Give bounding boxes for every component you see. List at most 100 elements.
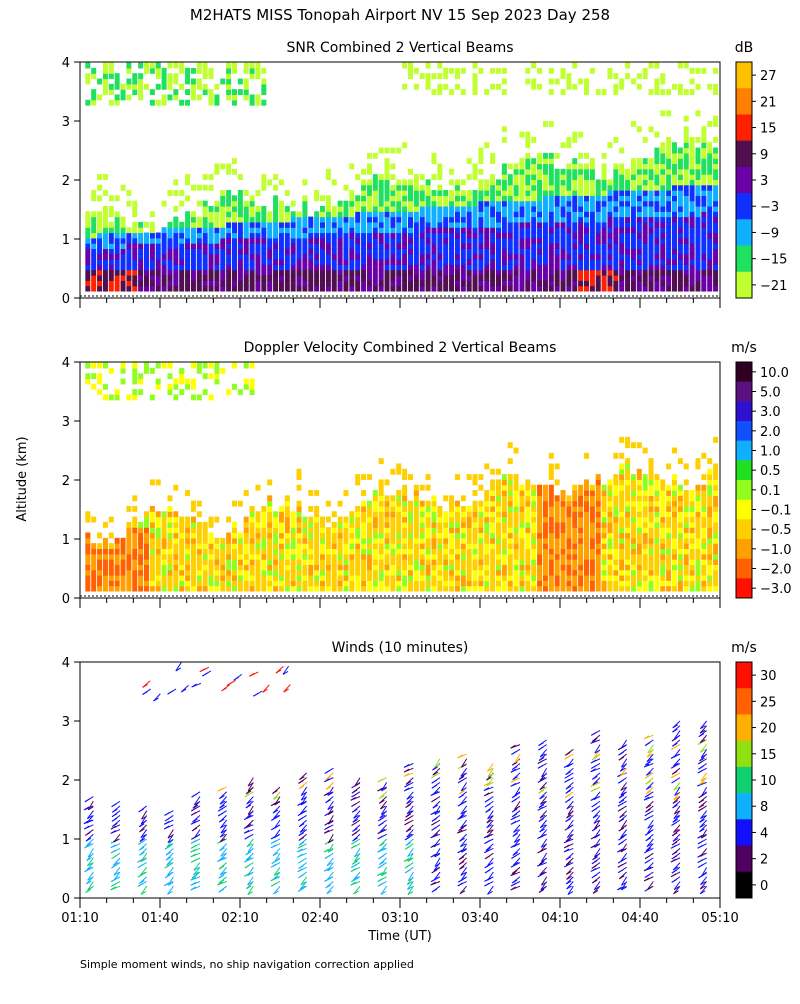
doppler-cell: [619, 517, 624, 523]
doppler-cell: [690, 554, 695, 560]
snr-cell: [197, 201, 202, 207]
snr-cell: [654, 148, 659, 154]
doppler-cell: [373, 570, 378, 576]
snr-cell: [631, 233, 636, 239]
snr-cell: [150, 248, 155, 254]
doppler-cell: [103, 580, 108, 586]
snr-cell: [85, 243, 90, 249]
doppler-cell: [191, 570, 196, 576]
snr-cell: [414, 179, 419, 185]
snr-cell: [514, 286, 519, 292]
snr-cell: [273, 243, 278, 249]
doppler-cell: [443, 522, 448, 528]
snr-cell: [437, 185, 442, 191]
doppler-cell: [625, 479, 630, 485]
wind-barb-flag: [85, 799, 90, 802]
snr-cell: [566, 248, 571, 254]
doppler-cell: [572, 485, 577, 491]
snr-cell: [220, 190, 225, 196]
snr-cell: [220, 270, 225, 276]
doppler-cell: [343, 559, 348, 565]
snr-cell: [390, 280, 395, 286]
doppler-cell: [596, 501, 601, 507]
snr-cell: [649, 185, 654, 191]
snr-cell: [367, 238, 372, 244]
snr-cell: [508, 238, 513, 244]
snr-cell: [537, 211, 542, 217]
snr-cell: [666, 174, 671, 180]
wind-barb-flag: [138, 841, 143, 844]
snr-cell: [660, 185, 665, 191]
snr-cell: [596, 233, 601, 239]
snr-cell: [684, 280, 689, 286]
snr-cell: [490, 153, 495, 159]
snr-cell: [214, 163, 219, 169]
snr-cell: [537, 286, 542, 292]
snr-cell: [684, 63, 689, 69]
doppler-cell: [707, 527, 712, 533]
doppler-cell: [390, 538, 395, 544]
doppler-cell: [695, 522, 700, 528]
snr-cell: [156, 280, 161, 286]
snr-cell: [167, 264, 172, 270]
snr-cell: [690, 238, 695, 244]
snr-cell: [590, 254, 595, 260]
colorbar-label: −15: [760, 253, 787, 268]
snr-cell: [97, 259, 102, 265]
doppler-cell: [138, 575, 143, 581]
doppler-cell: [613, 527, 618, 533]
wind-barb-flag: [85, 832, 90, 835]
snr-cell: [373, 153, 378, 159]
doppler-cell: [85, 575, 90, 581]
doppler-cell: [367, 533, 372, 539]
doppler-cell: [625, 458, 630, 464]
snr-cell: [707, 148, 712, 154]
snr-cell: [367, 259, 372, 265]
doppler-cell: [713, 570, 718, 576]
wind-barb-flag: [112, 818, 117, 821]
doppler-cell: [455, 506, 460, 512]
snr-cell: [367, 169, 372, 175]
snr-cell: [214, 100, 219, 106]
doppler-cell: [684, 490, 689, 496]
snr-cell: [273, 238, 278, 244]
doppler-cell: [461, 517, 466, 523]
snr-cell: [561, 254, 566, 260]
snr-cell: [167, 254, 172, 260]
colorbar-label: −0.1: [760, 504, 792, 519]
snr-cell: [150, 211, 155, 217]
snr-cell: [631, 254, 636, 260]
doppler-cell: [431, 522, 436, 528]
doppler-cell: [85, 533, 90, 539]
snr-cell: [261, 248, 266, 254]
snr-cell: [649, 248, 654, 254]
doppler-cell: [484, 501, 489, 507]
doppler-cell: [115, 586, 120, 592]
doppler-cell: [279, 522, 284, 528]
snr-cell: [191, 248, 196, 254]
snr-cell: [279, 222, 284, 228]
snr-cell: [238, 217, 243, 223]
snr-cell: [226, 190, 231, 196]
snr-cell: [637, 275, 642, 281]
doppler-cell: [85, 517, 90, 523]
snr-cell: [414, 270, 419, 276]
y-tick-label: 3: [62, 715, 70, 730]
snr-cell: [566, 163, 571, 169]
snr-cell: [695, 185, 700, 191]
doppler-cell: [690, 564, 695, 570]
snr-cell: [625, 227, 630, 233]
doppler-cell: [695, 527, 700, 533]
snr-cell: [713, 68, 718, 74]
doppler-cell: [308, 580, 313, 586]
doppler-cell: [238, 564, 243, 570]
snr-cell: [97, 222, 102, 228]
snr-cell: [349, 195, 354, 201]
snr-cell: [255, 233, 260, 239]
doppler-cell: [502, 548, 507, 554]
doppler-cell: [173, 522, 178, 528]
snr-cell: [414, 222, 419, 228]
snr-cell: [613, 195, 618, 201]
snr-cell: [654, 227, 659, 233]
doppler-cell: [596, 506, 601, 512]
